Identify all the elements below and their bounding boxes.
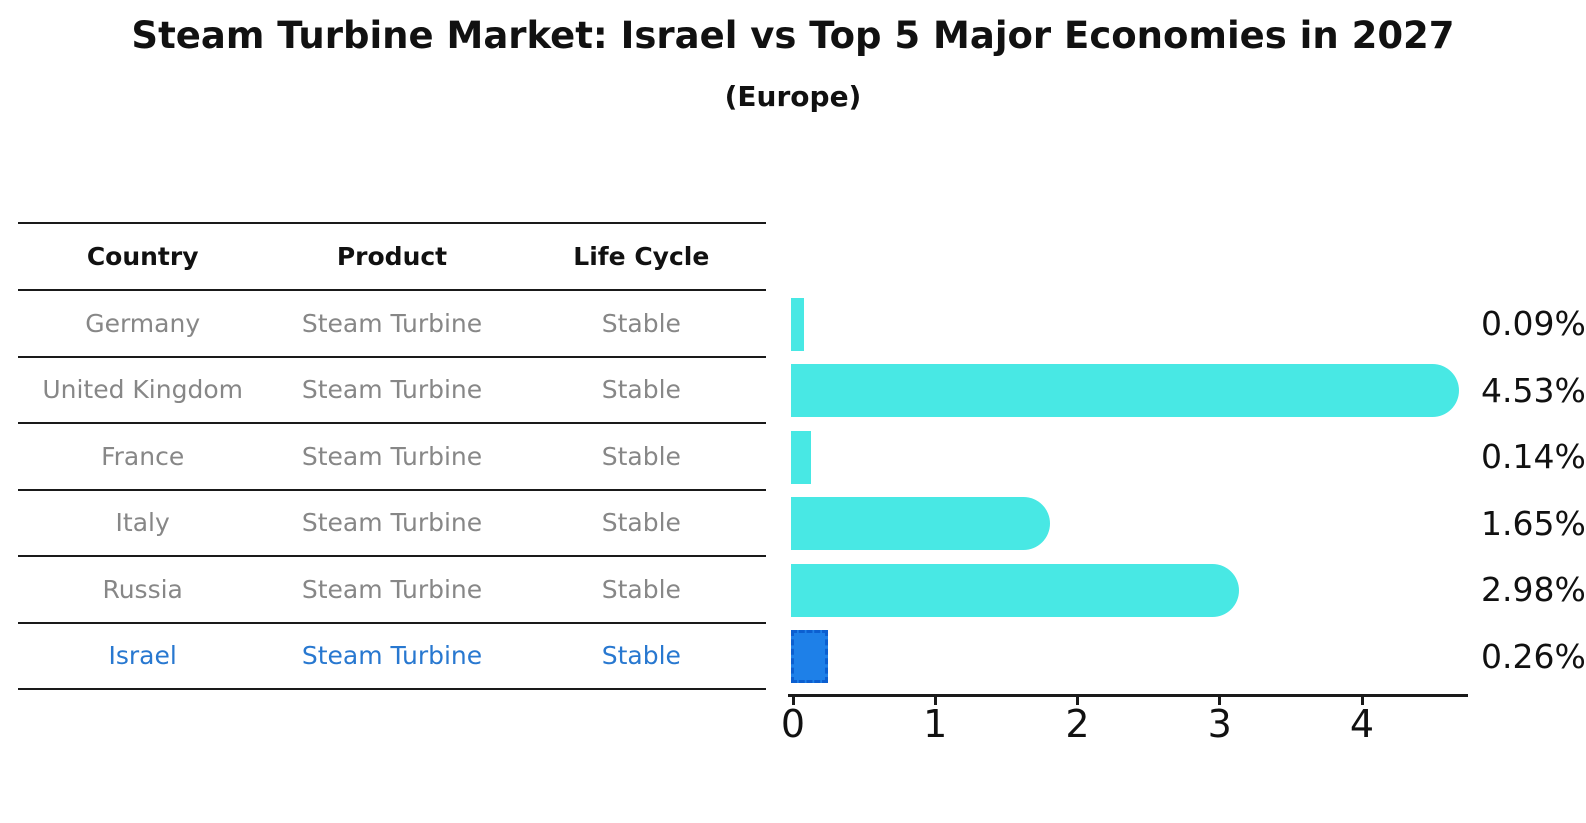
cell-life-cycle: Stable xyxy=(601,641,681,671)
x-axis-tick-label: 1 xyxy=(923,702,948,746)
chart-subtitle: (Europe) xyxy=(724,80,862,113)
x-axis-tick xyxy=(1360,697,1364,705)
column-header-life-cycle: Life Cycle xyxy=(573,242,710,271)
bar-israel xyxy=(791,630,828,683)
table-row-united-kingdom: United Kingdom Steam Turbine Stable xyxy=(18,358,766,424)
bar-value-label-france: 0.14% xyxy=(1481,437,1586,476)
x-axis-tick-label: 4 xyxy=(1349,702,1375,746)
cell-product: Steam Turbine xyxy=(301,441,483,471)
cell-product: Steam Turbine xyxy=(301,574,483,604)
bar-value-label-italy: 1.65% xyxy=(1481,503,1586,543)
x-axis-tick-label: 2 xyxy=(1065,702,1090,746)
x-axis-tick-label: 0 xyxy=(780,702,806,746)
column-header-country: Country xyxy=(86,242,199,271)
table-row-france: France Steam Turbine Stable xyxy=(18,424,766,491)
table-row-israel: Israel Steam Turbine Stable xyxy=(18,624,766,690)
bar-value-label-united-kingdom: 4.53% xyxy=(1481,370,1586,410)
bar-united-kingdom xyxy=(791,364,1460,417)
x-axis-tick-label: 3 xyxy=(1207,702,1232,746)
bar-germany xyxy=(791,297,804,351)
table-header-row: Country Product Life Cycle xyxy=(18,224,766,291)
cell-life-cycle: Stable xyxy=(601,441,681,471)
cell-country: France xyxy=(101,441,185,471)
bar-value-label-israel: 0.26% xyxy=(1481,636,1586,676)
table-row-russia: Russia Steam Turbine Stable xyxy=(18,557,766,624)
bar-value-label-russia: 2.98% xyxy=(1481,570,1586,609)
cell-life-cycle: Stable xyxy=(601,574,681,604)
cell-product: Steam Turbine xyxy=(301,641,483,671)
bar-russia xyxy=(791,563,1239,617)
bar-italy xyxy=(791,497,1050,550)
cell-product: Steam Turbine xyxy=(301,508,483,538)
table-row-germany: Germany Steam Turbine Stable xyxy=(18,291,766,358)
cell-country: United Kingdom xyxy=(42,375,243,405)
cell-country: Italy xyxy=(115,508,170,538)
bar-france xyxy=(791,430,811,484)
cell-country: Germany xyxy=(85,308,201,338)
bar-value-label-germany: 0.09% xyxy=(1481,304,1586,343)
cell-life-cycle: Stable xyxy=(601,308,681,338)
cell-life-cycle: Stable xyxy=(601,375,681,405)
x-axis-tick xyxy=(791,697,795,705)
x-axis-tick xyxy=(1218,697,1222,705)
cell-product: Steam Turbine xyxy=(301,308,483,338)
chart-title: Steam Turbine Market: Israel vs Top 5 Ma… xyxy=(131,14,1455,57)
column-header-product: Product xyxy=(336,242,448,271)
x-axis-tick xyxy=(933,697,937,705)
country-table: Country Product Life Cycle Germany Steam … xyxy=(18,222,766,690)
x-axis-tick xyxy=(1076,697,1079,705)
cell-country: Russia xyxy=(102,574,183,604)
cell-country: Israel xyxy=(108,641,177,671)
x-axis-line xyxy=(788,694,1468,697)
cell-life-cycle: Stable xyxy=(601,508,681,538)
table-row-italy: Italy Steam Turbine Stable xyxy=(18,491,766,557)
cell-product: Steam Turbine xyxy=(301,375,483,405)
table-body: Germany Steam Turbine Stable United Kingdom… xyxy=(18,291,766,690)
